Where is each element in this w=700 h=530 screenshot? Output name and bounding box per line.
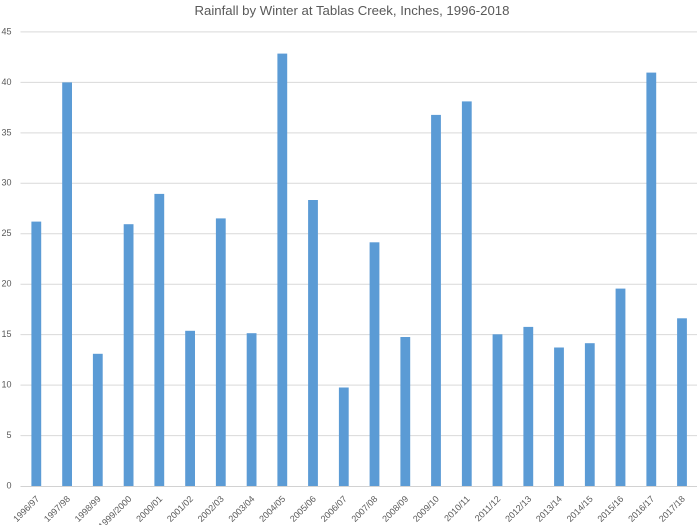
svg-text:0: 0 — [6, 480, 11, 490]
svg-text:20: 20 — [1, 279, 11, 289]
svg-text:45: 45 — [1, 26, 11, 36]
svg-text:10: 10 — [1, 380, 11, 390]
svg-text:25: 25 — [1, 228, 11, 238]
svg-text:40: 40 — [1, 77, 11, 87]
svg-text:5: 5 — [6, 430, 11, 440]
svg-text:35: 35 — [1, 127, 11, 137]
svg-text:15: 15 — [1, 329, 11, 339]
svg-text:Rainfall by Winter at Tablas C: Rainfall by Winter at Tablas Creek, Inch… — [195, 3, 510, 18]
svg-text:30: 30 — [1, 178, 11, 188]
